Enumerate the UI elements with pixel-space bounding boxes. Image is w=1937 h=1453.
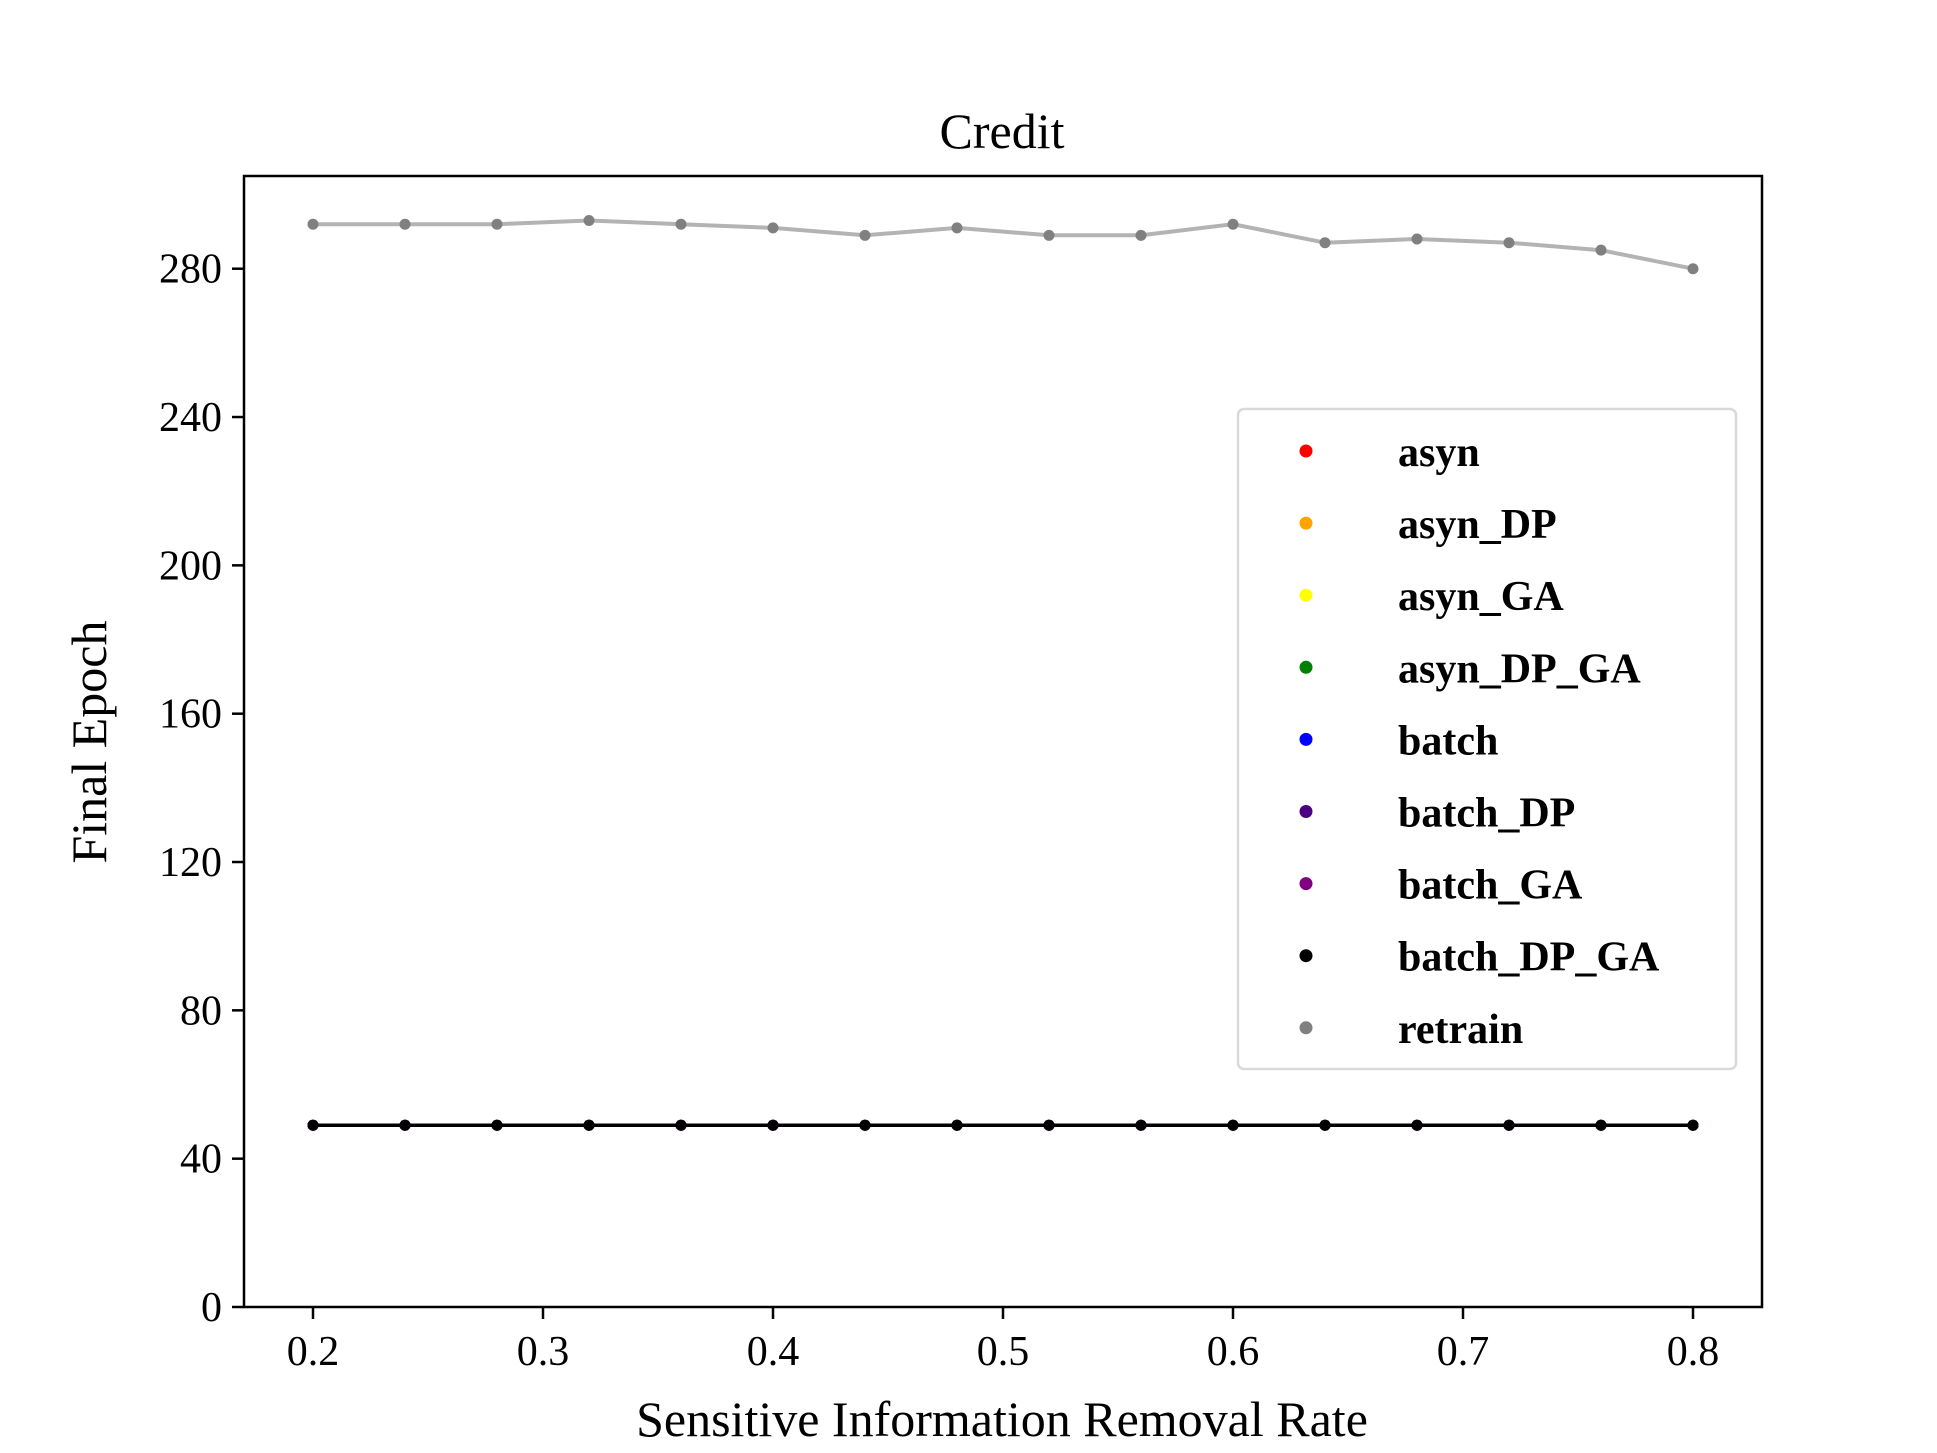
legend-label: asyn_DP (1398, 502, 1557, 548)
data-point-batch_DP_GA (1411, 1119, 1423, 1131)
data-point-batch_DP_GA (1135, 1119, 1147, 1131)
legend-label: batch_DP_GA (1398, 935, 1660, 981)
legend-label: asyn_DP_GA (1398, 646, 1641, 692)
legend-box (1236, 407, 1738, 1071)
legend-item-asyn_DP_GA: asyn_DP_GA (1299, 646, 1641, 692)
data-point-retrain (859, 229, 871, 241)
y-tick-label: 0 (201, 1285, 222, 1331)
legend-marker (1299, 877, 1313, 891)
y-tick-label: 240 (159, 395, 222, 441)
x-tick-label: 0.2 (287, 1329, 340, 1375)
legend-label: asyn (1398, 430, 1480, 476)
data-point-retrain (1227, 218, 1239, 230)
data-point-retrain (583, 214, 595, 226)
series-retrain (307, 214, 1699, 275)
legend-marker (1299, 805, 1313, 818)
x-tick-label: 0.3 (517, 1329, 570, 1375)
data-point-batch_DP_GA (491, 1119, 503, 1131)
data-point-retrain (1595, 244, 1607, 256)
data-point-batch_DP_GA (951, 1119, 963, 1131)
series-batch_DP_GA (307, 1119, 1699, 1131)
data-point-retrain (307, 218, 319, 230)
y-tick-label: 200 (159, 543, 222, 589)
data-point-batch_DP_GA (307, 1119, 319, 1131)
legend-marker (1299, 444, 1313, 458)
data-point-retrain (1411, 233, 1423, 245)
data-point-batch_DP_GA (1227, 1119, 1239, 1131)
legend-marker (1299, 1021, 1313, 1035)
legend-marker (1299, 516, 1313, 530)
data-point-retrain (767, 222, 779, 234)
legend-item-batch_DP_GA: batch_DP_GA (1299, 935, 1660, 981)
data-point-retrain (1043, 229, 1055, 241)
data-point-retrain (951, 222, 963, 234)
x-tick-label: 0.6 (1207, 1329, 1260, 1375)
legend-label: retrain (1398, 1007, 1523, 1053)
y-tick-label: 40 (180, 1137, 222, 1183)
data-point-batch_DP_GA (1687, 1119, 1699, 1131)
y-tick-label: 80 (180, 988, 222, 1034)
data-point-batch_DP_GA (1319, 1119, 1331, 1131)
data-point-retrain (675, 218, 687, 230)
legend-item-asyn_DP: asyn_DP (1299, 502, 1557, 548)
data-point-batch_DP_GA (767, 1119, 779, 1131)
x-tick-label: 0.7 (1437, 1329, 1490, 1375)
chart-title: Credit (940, 103, 1065, 159)
y-tick-label: 120 (159, 840, 222, 886)
data-point-batch_DP_GA (859, 1119, 871, 1131)
legend-label: batch_GA (1398, 863, 1583, 909)
x-tick-label: 0.4 (747, 1329, 800, 1375)
legend-item-asyn: asyn (1299, 430, 1480, 476)
x-axis-label: Sensitive Information Removal Rate (636, 1391, 1368, 1447)
legend-marker (1299, 588, 1313, 602)
x-tick-label: 0.8 (1667, 1329, 1720, 1375)
legend-label: asyn_GA (1398, 574, 1564, 620)
y-tick-label: 280 (159, 247, 222, 293)
legend-item-retrain: retrain (1299, 1007, 1523, 1053)
data-point-batch_DP_GA (1595, 1119, 1607, 1131)
series-line-retrain (313, 218, 1694, 271)
data-point-batch_DP_GA (1503, 1119, 1515, 1131)
y-axis-label: Final Epoch (61, 620, 117, 863)
y-tick-label: 160 (159, 692, 222, 738)
legend-marker (1299, 949, 1313, 963)
data-point-retrain (1319, 237, 1331, 249)
data-point-retrain (491, 218, 503, 230)
plot-area (307, 214, 1699, 1131)
data-point-retrain (1135, 229, 1147, 241)
data-point-batch_DP_GA (675, 1119, 687, 1131)
legend-item-asyn_GA: asyn_GA (1299, 574, 1564, 620)
legend-marker (1299, 660, 1313, 674)
data-point-batch_DP_GA (399, 1119, 411, 1131)
legend-item-batch_GA: batch_GA (1299, 863, 1583, 909)
legend-label: batch (1398, 718, 1498, 764)
legend-label: batch_DP (1398, 791, 1575, 837)
legend-item-batch_DP: batch_DP (1299, 791, 1575, 837)
x-axis: 0.2 0.3 0.4 0.5 0.6 0.7 0.8 (287, 1307, 1720, 1375)
y-axis: 0 40 80 120 160 200 240 280 (159, 247, 244, 1331)
data-point-retrain (399, 218, 411, 230)
data-point-retrain (1503, 237, 1515, 249)
data-point-batch_DP_GA (583, 1119, 595, 1131)
legend-marker (1299, 732, 1313, 746)
x-tick-label: 0.5 (977, 1329, 1030, 1375)
legend-item-batch: batch (1299, 718, 1498, 764)
data-point-retrain (1687, 263, 1699, 275)
data-point-batch_DP_GA (1043, 1119, 1055, 1131)
